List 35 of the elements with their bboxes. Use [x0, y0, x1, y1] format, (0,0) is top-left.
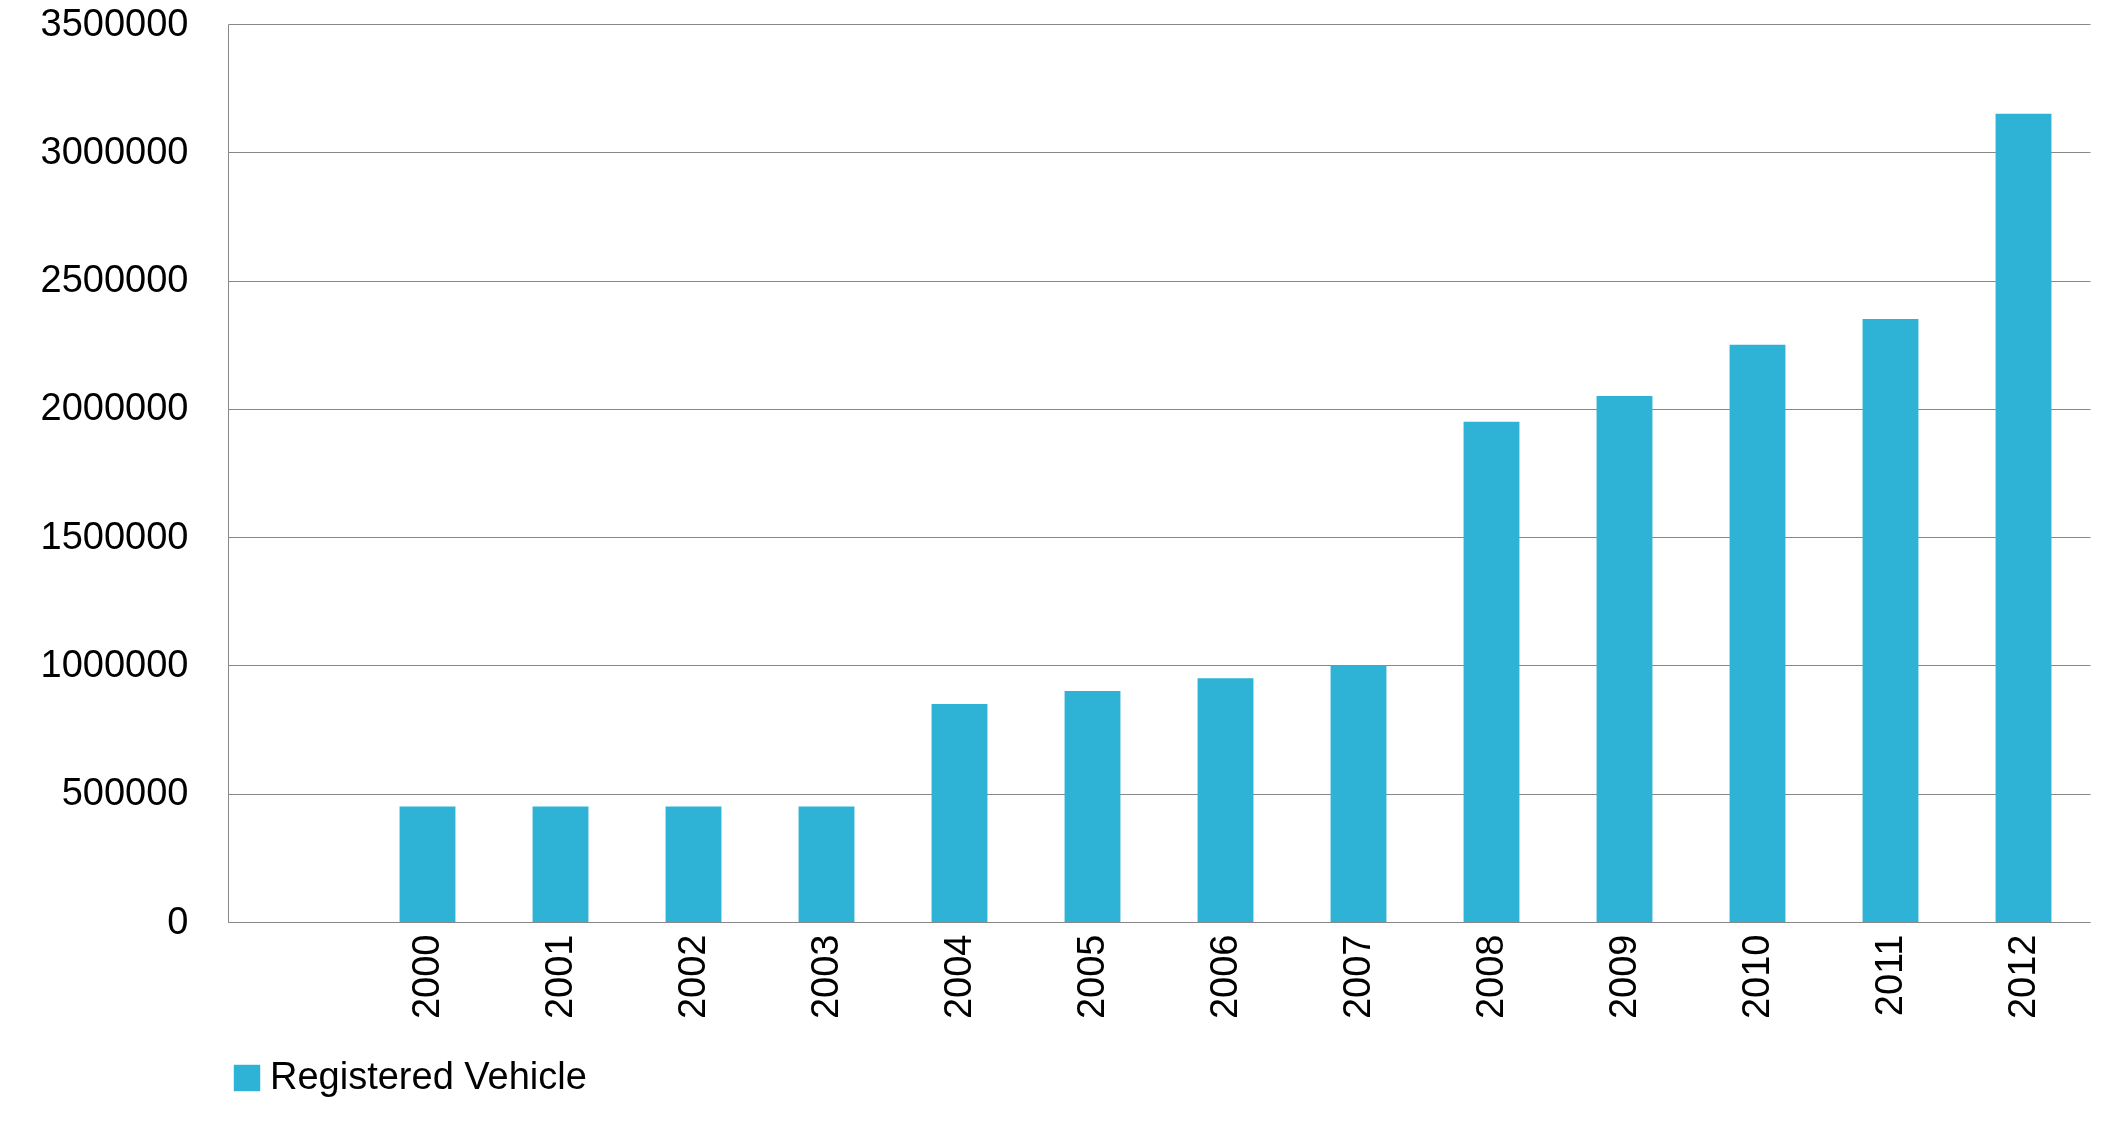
x-tick-label: 2000: [404, 934, 447, 1020]
x-tick-label: 2012: [2000, 934, 2043, 1020]
y-tick-label: 1000000: [40, 642, 189, 685]
x-tick-label: 2001: [537, 934, 580, 1020]
x-tick-label: 2002: [670, 934, 713, 1020]
bar: [399, 806, 456, 922]
y-tick-label: 2000000: [40, 386, 189, 429]
legend-label: Registered Vehicle: [270, 1055, 587, 1097]
x-tick-label: 2008: [1468, 934, 1511, 1020]
x-tick-label: 2010: [1734, 934, 1777, 1020]
x-tick-label: 2006: [1202, 934, 1245, 1020]
x-tick-label: 2007: [1335, 934, 1378, 1020]
x-tick-label: 2009: [1601, 934, 1644, 1020]
y-tick-label: 3500000: [40, 1, 189, 44]
bar: [1995, 113, 2052, 922]
bar: [532, 806, 589, 922]
x-tick-label: 2011: [1867, 934, 1910, 1017]
y-tick-label: 500000: [61, 771, 189, 814]
bar: [1729, 344, 1786, 922]
x-tick-label: 2003: [803, 934, 846, 1020]
bar: [1862, 319, 1919, 922]
x-tick-label: 2004: [936, 934, 979, 1020]
y-tick-label: 2500000: [40, 258, 189, 301]
bar: [1064, 691, 1121, 922]
bar: [665, 806, 722, 922]
y-tick-label: 0: [167, 899, 189, 942]
bar: [1596, 396, 1653, 922]
bar: [1463, 421, 1520, 922]
y-tick-label: 1500000: [40, 514, 189, 557]
bar: [798, 806, 855, 922]
bar: [1330, 665, 1387, 922]
bar: [931, 703, 988, 922]
x-tick-label: 2005: [1069, 934, 1112, 1020]
bar: [1197, 678, 1254, 922]
y-tick-label: 3000000: [40, 129, 189, 172]
